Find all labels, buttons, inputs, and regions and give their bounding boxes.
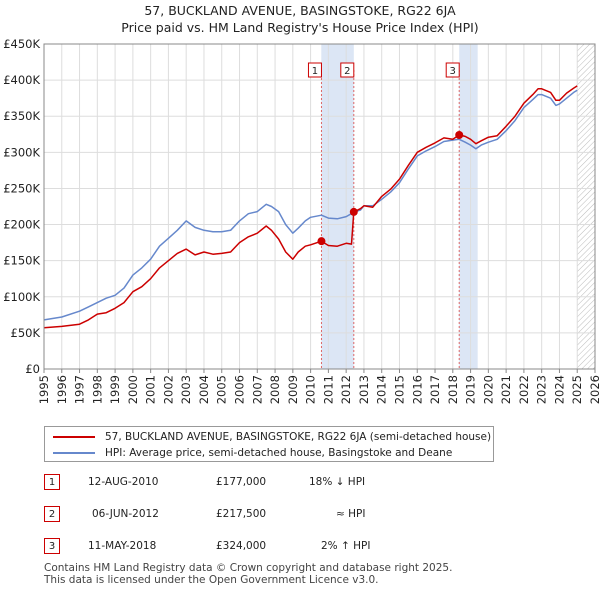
y-tick-label: £250K (3, 181, 40, 195)
legend-hpi-label: HPI: Average price, semi-detached house,… (105, 447, 453, 459)
transaction-hpi: ≈ HPI (336, 508, 366, 520)
price-chart: 1 2 3 £0 £50K £100K £150K £200K £250K £300K £350K £… (3, 37, 600, 404)
future-hatch (577, 44, 595, 369)
x-tick-label: 2004 (197, 375, 211, 404)
sale-number-box: 1 (307, 62, 322, 78)
transaction-row: 1 12-AUG-2010 £177,000 18% ↓ HPI (44, 474, 484, 492)
legend-item-hpi: HPI: Average price, semi-detached house,… (53, 445, 452, 461)
legend-hpi-swatch (53, 452, 95, 454)
x-tick-label: 2014 (375, 375, 389, 404)
x-tick-label: 1998 (90, 375, 104, 404)
legend-property-label: 57, BUCKLAND AVENUE, BASINGSTOKE, RG22 6… (105, 431, 492, 443)
property-price-line (43, 85, 578, 329)
sale-point (349, 207, 358, 216)
plot-area (44, 44, 595, 369)
transaction-price: £177,000 (216, 476, 267, 488)
sale-number-frame (340, 62, 355, 78)
transaction-price: £324,000 (216, 540, 267, 552)
y-tick-label: £300K (3, 145, 40, 159)
x-tick-label: 2011 (321, 375, 335, 404)
x-tick-label: 2009 (286, 375, 300, 404)
legend-item-property: 57, BUCKLAND AVENUE, BASINGSTOKE, RG22 6… (53, 429, 491, 445)
x-tick-label: 2008 (268, 375, 282, 404)
x-tick-label: 2026 (588, 375, 600, 404)
sale-period-shade (459, 44, 478, 369)
x-tick-label: 1996 (55, 375, 69, 404)
transaction-price: £217,500 (216, 508, 267, 520)
x-tick-label: 1995 (37, 375, 51, 404)
x-tick-label: 2015 (392, 375, 406, 404)
chart-title: 57, BUCKLAND AVENUE, BASINGSTOKE, RG22 6… (144, 3, 456, 18)
x-tick-label: 2019 (464, 375, 478, 404)
chart-subtitle: Price paid vs. HM Land Registry's House … (121, 20, 479, 35)
x-tick-label: 2002 (161, 375, 175, 404)
transaction-marker: 2 (44, 506, 60, 522)
y-tick-label: £150K (3, 254, 40, 268)
y-tick-label: £0 (25, 362, 40, 376)
x-tick-label: 1997 (73, 375, 87, 404)
transaction-hpi: 2% ↑ HPI (321, 540, 371, 552)
plot-border (43, 43, 596, 370)
sale-number-frame (445, 62, 460, 78)
x-tick-label: 2023 (535, 375, 549, 404)
y-tick-label: £50K (11, 326, 41, 340)
y-tick-label: £350K (3, 109, 40, 123)
x-tick-label: 2020 (481, 375, 495, 404)
y-tick-label: £200K (3, 218, 40, 232)
x-tick-label: 2001 (144, 375, 158, 404)
x-tick-label: 1999 (108, 375, 122, 404)
x-tick-label: 2007 (250, 375, 264, 404)
sale-number-box: 3 (445, 62, 460, 78)
x-tick-label: 2010 (304, 375, 318, 404)
footer-licence: This data is licensed under the Open Gov… (44, 574, 379, 586)
sale-number-box: 2 (340, 62, 355, 78)
x-tick-label: 2025 (570, 375, 584, 404)
sale-number-label: 2 (344, 66, 350, 77)
legend: 57, BUCKLAND AVENUE, BASINGSTOKE, RG22 6… (44, 426, 494, 462)
sale-point (455, 131, 464, 139)
x-tick-label: 2005 (215, 375, 229, 404)
x-tick-label: 2016 (410, 375, 424, 404)
sale-period-shade (321, 44, 354, 369)
transaction-row: 2 06-JUN-2012 £217,500 ≈ HPI (44, 506, 484, 524)
x-tick-label: 2012 (339, 375, 353, 404)
x-tick-label: 2024 (552, 375, 566, 404)
transaction-marker: 1 (44, 474, 60, 490)
legend-property-swatch (53, 436, 95, 438)
y-tick-label: £450K (3, 37, 40, 51)
x-tick-label: 2006 (233, 375, 247, 404)
sale-number-frame (307, 62, 322, 78)
hpi-line (43, 89, 578, 321)
transaction-date: 11-MAY-2018 (88, 540, 157, 552)
sale-number-label: 3 (450, 66, 456, 77)
sale-point (317, 237, 326, 246)
y-tick-label: £400K (3, 73, 40, 87)
x-tick-label: 2022 (517, 375, 531, 404)
transaction-hpi: 18% ↓ HPI (309, 476, 366, 488)
x-tick-label: 2018 (446, 375, 460, 404)
transaction-date: 12-AUG-2010 (88, 476, 159, 488)
transaction-row: 3 11-MAY-2018 £324,000 2% ↑ HPI (44, 538, 484, 556)
x-tick-label: 2003 (179, 375, 193, 404)
y-tick-label: £100K (3, 290, 40, 304)
footer-copyright: Contains HM Land Registry data © Crown c… (44, 562, 453, 574)
transaction-date: 06-JUN-2012 (92, 508, 159, 520)
x-tick-label: 2000 (126, 375, 140, 404)
x-tick-label: 2017 (428, 375, 442, 404)
transaction-marker: 3 (44, 538, 60, 554)
sale-number-label: 1 (312, 66, 318, 77)
x-tick-label: 2013 (357, 375, 371, 404)
x-tick-label: 2021 (499, 375, 513, 404)
